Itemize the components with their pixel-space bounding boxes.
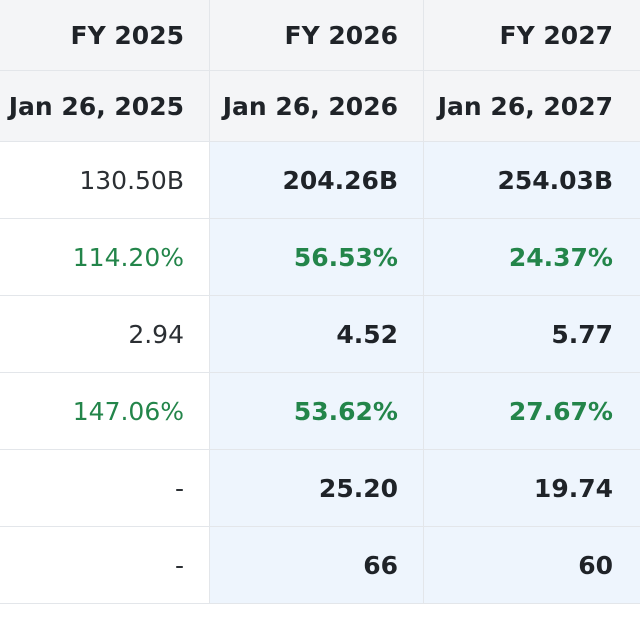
table-cell: 60 bbox=[424, 527, 640, 603]
table-cell: 19.74 bbox=[424, 450, 640, 526]
table-cell: 114.20% bbox=[0, 219, 210, 295]
table-row: 130.50B 204.26B 254.03B bbox=[0, 142, 640, 219]
table-cell: 25.20 bbox=[210, 450, 424, 526]
table-cell: 2.94 bbox=[0, 296, 210, 372]
table-cell: 4.52 bbox=[210, 296, 424, 372]
header-date-2026: Jan 26, 2026 bbox=[210, 71, 424, 141]
table-row: 114.20% 56.53% 24.37% bbox=[0, 219, 640, 296]
table-row: - 25.20 19.74 bbox=[0, 450, 640, 527]
table-cell: 147.06% bbox=[0, 373, 210, 449]
table-cell: - bbox=[0, 450, 210, 526]
table-cell: 254.03B bbox=[424, 142, 640, 218]
header-date-2025: Jan 26, 2025 bbox=[0, 71, 210, 141]
header-fy-2025: FY 2025 bbox=[0, 0, 210, 70]
header-fy-2027: FY 2027 bbox=[499, 20, 613, 50]
table-cell: - bbox=[0, 527, 210, 603]
table-cell: 204.26B bbox=[210, 142, 424, 218]
table-row: 147.06% 53.62% 27.67% bbox=[0, 373, 640, 450]
header-date-2027: Jan 26, 2027 bbox=[437, 91, 613, 121]
table-cell: 66 bbox=[210, 527, 424, 603]
table-cell: 27.67% bbox=[424, 373, 640, 449]
fiscal-year-header-row: FY 2025 FY 2026 FY 2027 bbox=[0, 0, 640, 71]
table-cell: 130.50B bbox=[0, 142, 210, 218]
table-cell: 24.37% bbox=[424, 219, 640, 295]
table-cell: 53.62% bbox=[210, 373, 424, 449]
period-date-header-row: Jan 26, 2025 Jan 26, 2026 Jan 26, 2027 bbox=[0, 71, 640, 142]
table-cell: 56.53% bbox=[210, 219, 424, 295]
header-fy-2026: FY 2026 bbox=[210, 0, 424, 70]
table-row: - 66 60 bbox=[0, 527, 640, 604]
table-cell: 5.77 bbox=[424, 296, 640, 372]
table-row: 2.94 4.52 5.77 bbox=[0, 296, 640, 373]
